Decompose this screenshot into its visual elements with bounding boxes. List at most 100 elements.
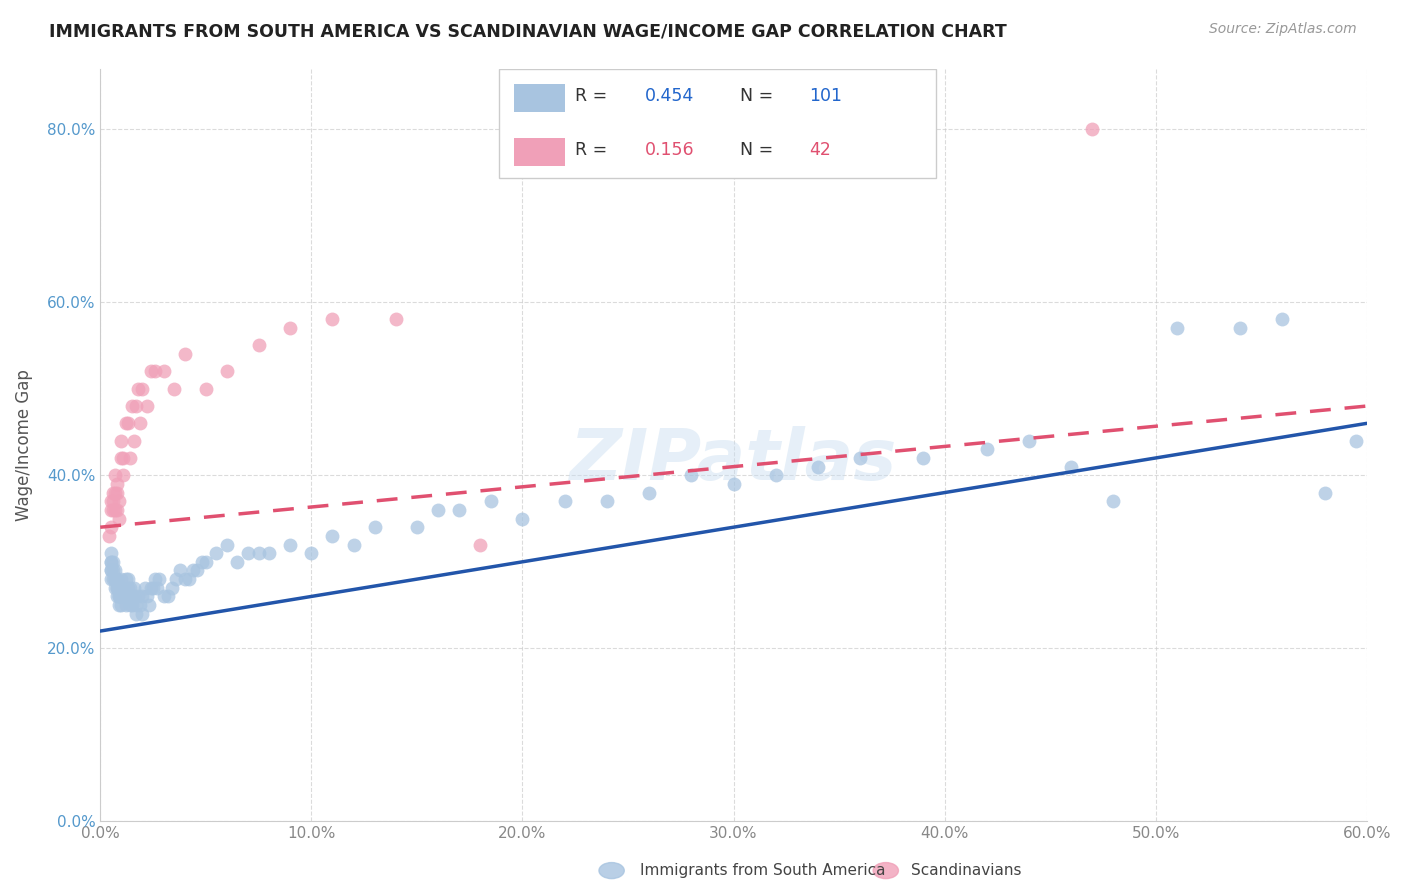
Point [122,581,145,595]
Point [105,477,128,491]
Point [100,572,122,586]
Point [117,572,139,586]
Point [110,590,132,604]
Point [121,590,143,604]
Point [108,494,131,508]
Point [101,572,124,586]
Point [104,572,127,586]
Point [110,450,132,465]
Point [512,511,534,525]
Point [118,590,141,604]
Point [101,485,124,500]
Point [110,598,132,612]
Point [723,477,745,491]
Point [129,598,152,612]
Point [117,417,139,431]
Point [121,399,143,413]
Point [105,581,128,595]
Point [108,581,131,595]
Point [205,546,228,560]
Point [247,338,270,352]
Point [114,417,136,431]
Point [321,529,343,543]
Point [131,590,153,604]
Point [194,555,217,569]
Text: R =: R = [575,87,613,105]
Point [299,546,322,560]
Point [177,572,200,586]
Point [1346,434,1368,448]
Point [139,364,162,378]
Point [1271,312,1294,326]
Point [104,572,127,586]
Point [554,494,576,508]
Point [112,468,135,483]
Point [449,503,471,517]
Point [100,520,122,534]
Point [122,590,145,604]
Point [118,598,141,612]
Text: Scandinavians: Scandinavians [911,863,1022,878]
Point [108,598,131,612]
Point [114,598,136,612]
Point [152,364,174,378]
Point [117,581,139,595]
Text: Source: ZipAtlas.com: Source: ZipAtlas.com [1209,22,1357,37]
Point [190,555,212,569]
Point [100,503,122,517]
Point [169,564,191,578]
Point [100,546,122,560]
Point [100,564,122,578]
Point [118,450,141,465]
Point [101,564,124,578]
Point [638,485,661,500]
Point [1081,122,1104,136]
Point [125,607,148,621]
Point [125,399,148,413]
Point [104,581,127,595]
Point [1313,485,1336,500]
Text: ZIPatlas: ZIPatlas [569,425,897,494]
Point [405,520,427,534]
Point [110,590,132,604]
Point [127,590,149,604]
Point [1102,494,1125,508]
Point [97,529,120,543]
Point [363,520,385,534]
FancyBboxPatch shape [499,69,936,178]
Point [142,581,165,595]
Point [384,312,406,326]
Point [173,347,195,361]
Point [912,450,935,465]
Point [108,590,131,604]
Point [112,450,135,465]
Point [194,382,217,396]
Point [470,537,492,551]
Point [112,581,135,595]
Text: 0.454: 0.454 [645,87,695,105]
Point [104,564,127,578]
Point [104,468,127,483]
Text: N =: N = [740,142,779,160]
Text: N =: N = [740,87,779,105]
Text: Immigrants from South America: Immigrants from South America [640,863,886,878]
Point [807,459,830,474]
Point [131,607,153,621]
Point [131,382,153,396]
Point [108,511,131,525]
Point [118,581,141,595]
Point [100,564,122,578]
Point [156,590,179,604]
Point [152,590,174,604]
Point [479,494,502,508]
Point [226,555,249,569]
Text: R =: R = [575,142,613,160]
Text: 101: 101 [810,87,842,105]
Point [105,590,128,604]
Text: 42: 42 [810,142,831,160]
Point [427,503,450,517]
Point [127,382,149,396]
Point [110,434,132,448]
Point [257,546,280,560]
Point [765,468,787,483]
